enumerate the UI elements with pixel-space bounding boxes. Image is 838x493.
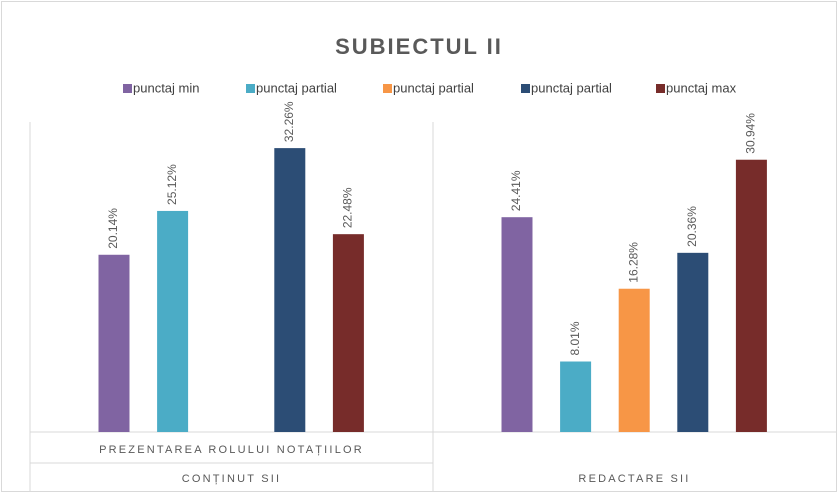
value-label: 22.48% [341,187,355,228]
value-label: 20.14% [106,208,120,249]
value-label: 20.36% [685,206,699,247]
bar [98,254,130,432]
x-tick-label: PREZENTAREA ROLULUI NOTAȚIILOR [99,444,364,456]
bar [560,361,592,432]
bar [157,210,189,432]
bar [274,148,306,432]
legend-label: punctaj partial [531,80,612,95]
legend-swatch [246,84,255,93]
legend-label: punctaj min [133,80,199,95]
value-label: 8.01% [568,321,582,355]
legend-swatch [383,84,392,93]
value-label: 25.12% [165,164,179,205]
legend-label: punctaj max [666,80,737,95]
legend-swatch [123,84,132,93]
value-label: 30.94% [744,113,758,154]
bar [501,217,533,432]
bar [735,159,767,432]
bar [677,252,709,432]
value-label: 24.41% [509,170,523,211]
value-label: 32.26% [282,101,296,142]
x-group-label: CONȚINUT SII [182,473,282,485]
legend-swatch [521,84,530,93]
chart-title: SUBIECTUL II [335,34,503,59]
legend-label: punctaj partial [393,80,474,95]
x-group-label: REDACTARE SII [578,473,690,485]
legend-swatch [656,84,665,93]
legend-label: punctaj partial [256,80,337,95]
value-label: 16.28% [626,242,640,283]
bar [618,288,650,432]
bar [332,234,364,432]
